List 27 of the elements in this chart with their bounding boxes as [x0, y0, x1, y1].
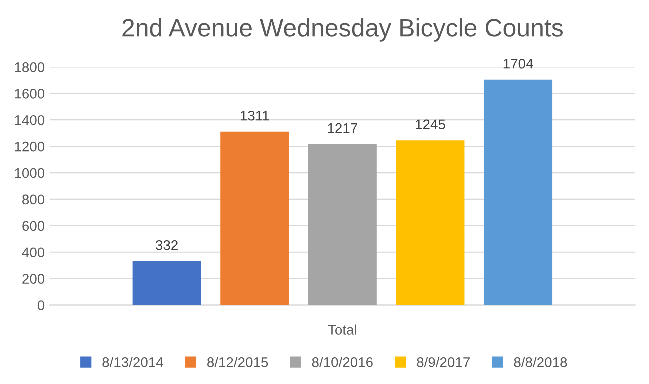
data-label: 1245	[416, 120, 446, 130]
legend-label: 8/12/2015	[208, 357, 268, 368]
bar	[132, 261, 202, 306]
data-label: 1311	[240, 110, 270, 121]
x-tick-label: Total	[328, 324, 356, 335]
bar	[308, 144, 377, 306]
chart-title: 2nd Avenue Wednesday Bicycle Counts	[122, 18, 564, 42]
y-tick-label: 1400	[15, 115, 45, 126]
data-label: 1217	[328, 123, 358, 134]
y-tick-label: 600	[22, 221, 45, 232]
legend-label: 8/8/2018	[514, 357, 568, 368]
y-tick-label: 800	[22, 194, 45, 205]
y-tick-label: 200	[22, 274, 45, 284]
y-tick-label: 1800	[15, 62, 45, 72]
legend-label: 8/13/2014	[102, 357, 164, 368]
bar	[396, 140, 465, 306]
data-label: 1704	[504, 58, 534, 69]
legend-label: 8/10/2016	[312, 357, 373, 368]
y-tick-label: 1200	[15, 142, 45, 152]
legend-label: 8/9/2017	[417, 357, 470, 368]
bar	[484, 80, 553, 306]
y-tick-label: 1600	[15, 88, 45, 99]
y-tick-label: 400	[22, 248, 45, 258]
bar	[220, 132, 290, 306]
data-label: 332	[156, 240, 178, 250]
y-tick-label: 0	[38, 300, 45, 310]
y-tick-label: 1000	[15, 168, 45, 178]
